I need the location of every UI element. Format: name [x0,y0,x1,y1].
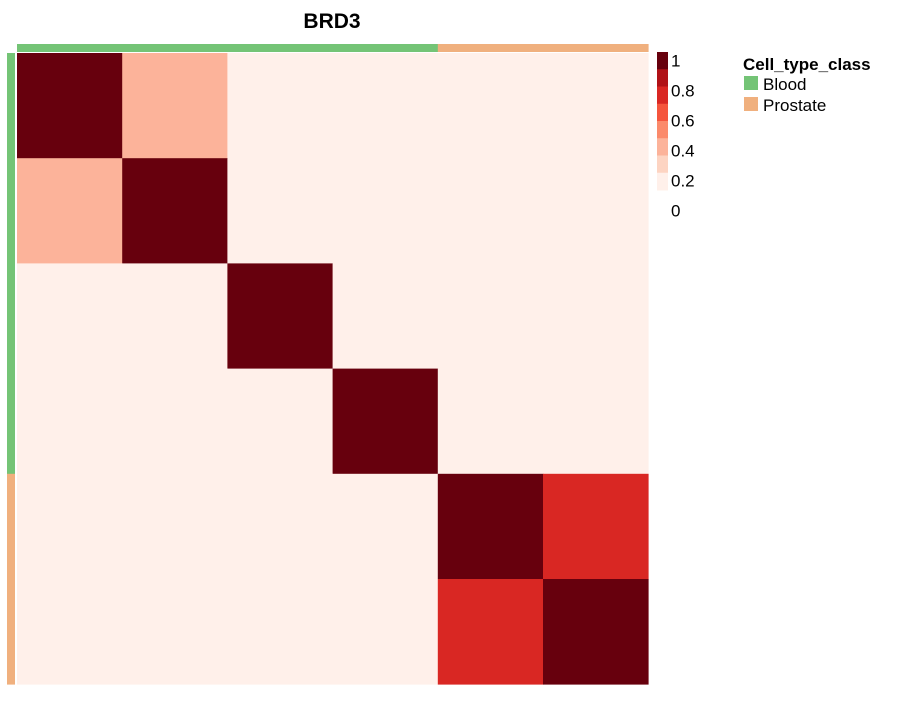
heatmap-cell-r2-c5 [437,158,544,264]
heatmap-cell-r1-c4 [332,53,439,159]
heatmap-cell-r4-c3 [227,368,333,475]
heatmap-cell-r4-c5 [437,368,544,475]
row-annotation-bar [7,53,15,685]
column-annotation-1-blood [17,44,123,52]
heatmap-cell-r3-c1 [17,263,123,369]
heatmap-cell-r1-c3 [227,53,333,159]
column-annotation-2-blood [122,44,228,52]
colorbar [657,52,668,191]
heatmap-cell-r6-c5 [437,579,544,685]
colorbar-segment-1 [657,52,668,70]
colorbar-tick-label: 0.2 [671,171,695,190]
heatmap-cell-r3-c3 [227,263,333,369]
colorbar-segment-5 [657,121,668,139]
heatmap-cell-r4-c6 [543,368,649,475]
heatmap-cell-r1-c2 [122,53,228,159]
legend: Cell_type_class Blood Prostate [743,55,871,115]
colorbar-tick-label: 1 [671,51,680,70]
colorbar-segment-2 [657,69,668,87]
heatmap-cell-r6-c3 [227,579,333,685]
heatmap-cell-r2-c4 [332,158,439,264]
legend-label-prostate: Prostate [763,96,826,115]
colorbar-segment-7 [657,155,668,174]
heatmap-cell-r6-c2 [122,579,228,685]
heatmap-cell-r2-c1 [17,158,123,264]
column-annotation-3-blood [227,44,333,52]
colorbar-ticks: 1 0.8 0.6 0.4 0.2 0 [671,51,695,220]
column-annotation-6-prostate [543,44,649,52]
heatmap-cell-r1-c6 [543,53,649,159]
legend-label-blood: Blood [763,75,806,94]
colorbar-tick-label: 0.6 [671,111,695,130]
heatmap-cell-r3-c6 [543,263,649,369]
colorbar-tick-label: 0.8 [671,81,695,100]
colorbar-segment-3 [657,86,668,105]
heatmap-cell-r5-c3 [227,473,333,580]
legend-swatch-prostate [744,97,758,111]
row-annotation-4-blood [7,368,15,475]
heatmap-cell-r2-c2 [122,158,228,264]
column-annotation-5-prostate [437,44,544,52]
row-annotation-6-prostate [7,579,15,685]
heatmap-cell-r2-c3 [227,158,333,264]
heatmap-cell-r2-c6 [543,158,649,264]
heatmap-cell-r3-c5 [437,263,544,369]
heatmap-cell-r5-c6 [543,473,649,580]
heatmap-cell-r3-c2 [122,263,228,369]
colorbar-tick-label: 0.4 [671,141,695,160]
chart-title: BRD3 [303,10,360,33]
heatmap-cell-r1-c1 [17,53,123,159]
row-annotation-1-blood [7,53,15,159]
heatmap-cell-r5-c4 [332,473,439,580]
row-annotation-3-blood [7,263,15,369]
heatmap-cell-r5-c1 [17,473,123,580]
colorbar-tick-label: 0 [671,201,680,220]
heatmap-cell-r4-c4 [332,368,439,475]
column-annotation-bar [17,44,649,52]
legend-title: Cell_type_class [743,55,871,74]
heatmap-cell-r4-c2 [122,368,228,475]
heatmap-cell-r5-c2 [122,473,228,580]
colorbar-segment-4 [657,103,668,122]
colorbar-segment-8 [657,172,668,191]
legend-swatch-blood [744,76,758,90]
heatmap-cell-r3-c4 [332,263,439,369]
heatmap-cell-r1-c5 [437,53,544,159]
heatmap-cell-r6-c4 [332,579,439,685]
heatmap-cells [17,53,649,685]
colorbar-segment-6 [657,138,668,156]
heatmap-cell-r6-c6 [543,579,649,685]
heatmap-cell-r6-c1 [17,579,123,685]
column-annotation-4-blood [332,44,439,52]
heatmap-cell-r5-c5 [437,473,544,580]
row-annotation-5-prostate [7,473,15,580]
heatmap-cell-r4-c1 [17,368,123,475]
row-annotation-2-blood [7,158,15,264]
